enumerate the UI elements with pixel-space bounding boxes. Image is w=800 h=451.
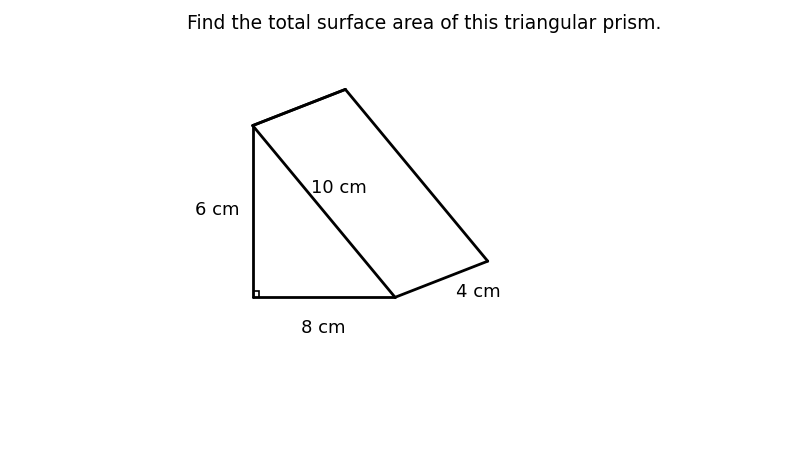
Text: 8 cm: 8 cm — [302, 318, 346, 336]
Text: 4 cm: 4 cm — [456, 282, 501, 300]
Text: Find the total surface area of this triangular prism.: Find the total surface area of this tria… — [187, 14, 662, 32]
Text: 10 cm: 10 cm — [310, 178, 366, 196]
Text: 6 cm: 6 cm — [194, 201, 239, 219]
